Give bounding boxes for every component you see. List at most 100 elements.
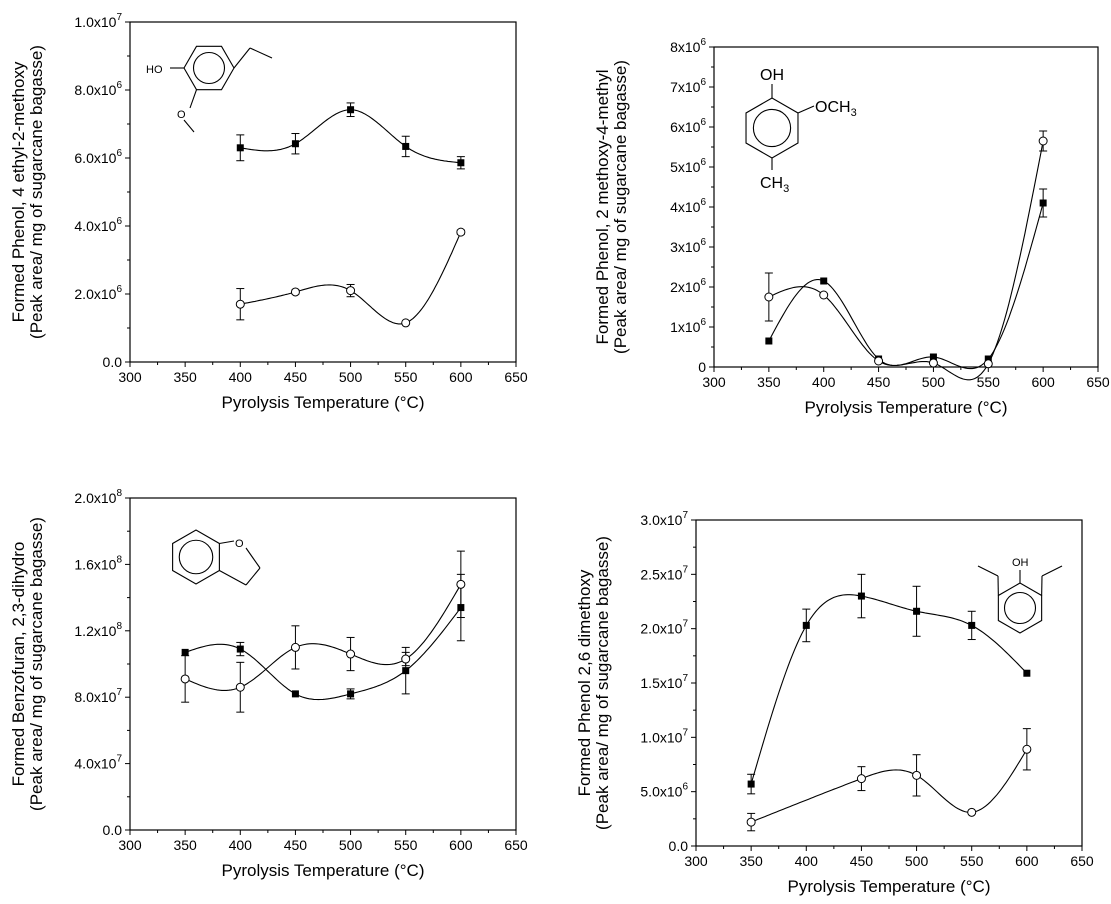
data-point-circle [819,290,829,300]
data-point-circle [401,654,411,664]
y-tick-label: 2.0x106 [74,284,122,302]
x-tick-label: 500 [339,837,363,853]
y-tick-label: 8.0x106 [74,80,122,98]
x-tick-label: 300 [118,837,142,853]
x-tick-label: 650 [1070,853,1094,869]
y-axis-label-unit: (Peak area/ mg of sugarcane bagasse) [27,45,46,339]
data-point-square [747,780,755,788]
x-tick-label: 450 [284,837,308,853]
x-tick-label: 350 [173,837,197,853]
x-tick-label: 450 [850,853,874,869]
series-0-fit-curve [184,607,462,701]
bond [249,47,273,59]
y-tick-label: 1.2x108 [74,621,122,639]
ring-oxygen-label: O [235,538,244,550]
y-tick-label: 4.0x107 [74,754,122,772]
bond [245,567,261,586]
data-point-circle [912,770,922,780]
panel-2-6-dimethoxyphenol: 300 350 400 450 500 550 600 650 0.0 5.0x106 1.0x10… [575,510,1094,896]
x-tick-label: 400 [229,369,253,385]
bond [219,570,247,586]
y-tick-label: 6.0x106 [74,148,122,166]
bond [189,89,198,109]
x-tick-label: 600 [1031,374,1055,390]
data-point-circle [1038,136,1048,146]
methyl-label: CH3 [760,175,789,195]
x-tick-label: 400 [229,837,253,853]
y-tick-label: 2.0x108 [74,488,122,506]
bond [1041,565,1063,577]
data-point-square [291,690,299,698]
series-0-fit-curve [750,594,1028,785]
y-tick-label: 3.0x107 [640,510,688,528]
aromatic-circle [1003,591,1037,625]
data-point-square [968,621,976,629]
series-1-fit-curve [750,749,1028,823]
data-point-square [765,337,773,345]
x-tick-label: 550 [394,837,418,853]
hydroxyl-label: HO [146,64,163,76]
data-point-circle [967,807,977,817]
panel-2-methoxy-4-methylphenol: 300 350 400 450 500 550 600 650 0 1x106 2x106 3x106… [593,37,1110,417]
y-tick-label: 5x106 [670,157,706,175]
data-point-circle [874,356,884,366]
x-tick-label: 500 [905,853,929,869]
data-point-square [181,648,189,656]
y-tick-label: 2.5x107 [640,564,688,582]
hydroxyl-label: OH [760,67,784,84]
data-point-square [236,144,244,152]
data-point-square [857,592,865,600]
data-point-square [1023,669,1031,677]
bond [183,119,195,133]
data-point-circle [928,358,938,368]
bond [219,540,235,545]
data-point-circle [746,817,756,827]
y-tick-label: 4x106 [670,197,706,215]
x-tick-label: 600 [1015,853,1039,869]
data-point-square [820,277,828,285]
methoxy-oxygen-label: O [177,109,186,121]
data-point-circle [856,774,866,784]
bond [977,565,999,577]
y-tick-label: 0 [698,359,706,375]
data-point-square [929,353,937,361]
data-point-square [236,645,244,653]
x-tick-label: 600 [449,837,473,853]
data-point-circle [401,318,411,328]
methoxy-label: OCH3 [815,99,857,119]
x-tick-label: 600 [449,369,473,385]
x-tick-label: 300 [702,374,726,390]
y-axis-label-unit: (Peak area/ mg of sugarcane bagasse) [27,517,46,811]
x-tick-label: 650 [504,369,528,385]
data-point-square [347,106,355,114]
x-tick-label: 650 [504,837,528,853]
hydroxyl-label: OH [1012,557,1029,569]
data-point-square [347,690,355,698]
bond [245,547,261,569]
x-axis-label: Pyrolysis Temperature (°C) [805,398,1008,417]
y-tick-label: 0.0 [103,354,123,370]
data-point-circle [180,674,190,684]
bond [233,47,251,69]
series-0-fit-curve [240,109,461,164]
series-1-fit-curve [184,584,462,691]
y-tick-label: 8.0x107 [74,687,122,705]
y-tick-label: 1.0x107 [74,12,122,30]
data-point-square [913,607,921,615]
data-point-circle [1022,744,1032,754]
plot-frame [129,21,517,363]
y-tick-label: 0.0 [103,822,123,838]
series-1-fit-curve [240,231,462,325]
y-tick-label: 0.0 [669,838,689,854]
data-point-circle [235,682,245,692]
x-axis-label: Pyrolysis Temperature (°C) [788,877,991,896]
bond [797,105,815,114]
data-point-circle [346,286,356,296]
y-tick-label: 2x106 [670,277,706,295]
y-axis-label: Formed Phenol 2,6 dimethoxy [575,569,594,796]
series-1-fit-curve [768,140,1044,381]
data-point-circle [764,292,774,302]
data-point-square [402,142,410,150]
data-point-circle [456,227,466,237]
